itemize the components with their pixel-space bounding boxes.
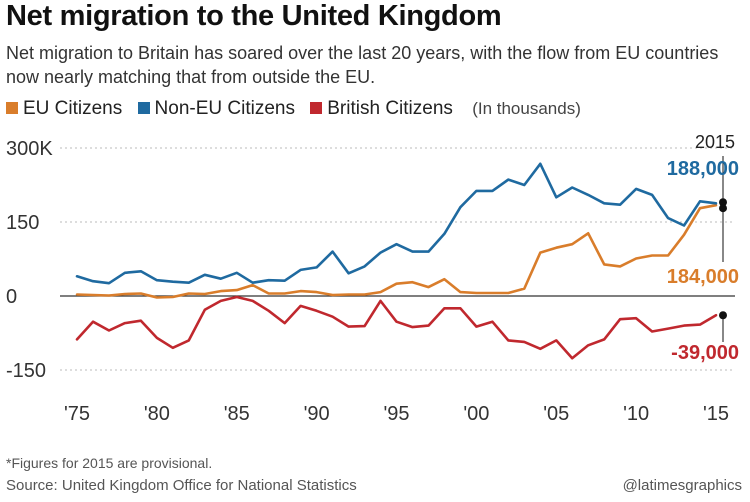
y-tick-label: 150 <box>6 212 39 234</box>
x-tick-label: '05 <box>543 403 569 425</box>
legend-item-british: British Citizens <box>310 98 453 120</box>
legend-item-non-eu: Non-EU Citizens <box>137 98 295 120</box>
legend-swatch-eu <box>6 102 18 114</box>
footnote: *Figures for 2015 are provisional. <box>6 455 213 471</box>
series-line-eu <box>75 203 718 299</box>
legend-label-british: British Citizens <box>327 98 453 119</box>
legend-label-eu: EU Citizens <box>23 98 123 119</box>
annotation-non-eu-value: 188,000 <box>667 158 739 180</box>
legend-swatch-british <box>310 102 323 114</box>
y-tick-label: 300K <box>6 138 53 160</box>
x-tick-label: '15 <box>703 403 729 425</box>
point-2015-non-eu <box>719 198 727 207</box>
series-line-non-eu <box>75 162 718 285</box>
chart-title: Net migration to the United Kingdom <box>6 0 502 32</box>
x-tick-label: '85 <box>224 403 250 425</box>
annotation-year: 2015 <box>695 132 735 152</box>
series-line-british <box>75 295 718 360</box>
source-note: Source: United Kingdom Office for Nation… <box>6 477 357 494</box>
y-tick-label: 0 <box>6 286 17 308</box>
legend-unit: (In thousands) <box>472 99 581 118</box>
x-tick-label: '90 <box>304 403 330 425</box>
annotation-british-value: -39,000 <box>671 342 739 364</box>
x-tick-label: '80 <box>144 403 170 425</box>
legend-item-eu: EU Citizens <box>6 98 122 120</box>
x-tick-label: '75 <box>64 403 90 425</box>
legend-swatch-non-eu <box>137 102 150 114</box>
y-tick-label: -150 <box>6 360 46 382</box>
point-2015-british <box>719 311 727 320</box>
line-chart: 300K 150 0 -150 '75 '80 '85 '90 '95 '00 '05 '10 '15 2… <box>6 132 739 425</box>
x-tick-label: '00 <box>463 403 489 425</box>
legend-label-non-eu: Non-EU Citizens <box>154 98 295 119</box>
chart-subtitle: Net migration to Britain has soared over… <box>6 43 719 87</box>
annotation-eu-value: 184,000 <box>667 266 739 288</box>
x-tick-label: '95 <box>383 403 409 425</box>
point-2015-eu <box>719 204 727 213</box>
credit: @latimesgraphics <box>622 477 742 494</box>
x-tick-label: '10 <box>623 403 649 425</box>
legend: EU Citizens Non-EU Citizens British Citi… <box>6 98 581 120</box>
